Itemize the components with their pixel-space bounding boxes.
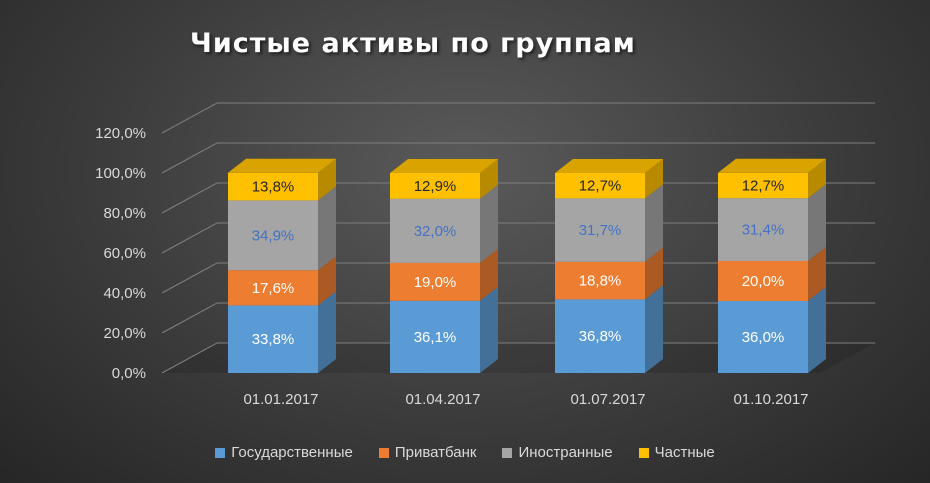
data-label: 31,4% — [742, 222, 785, 239]
legend-label: Частные — [654, 444, 715, 461]
legend-swatch — [215, 447, 226, 458]
bar-segment — [555, 173, 645, 199]
y-tick-label: 20,0% — [103, 325, 146, 342]
bar-segment — [228, 172, 318, 201]
legend-item: Иностранные — [502, 444, 613, 461]
bar-segment-side — [645, 159, 663, 199]
bar-top — [718, 158, 826, 173]
data-label: 19,0% — [414, 274, 457, 291]
bar-segment — [228, 270, 318, 306]
legend-item: Государственные — [215, 444, 353, 461]
legend-item: Приватбанк — [378, 444, 477, 461]
bar-segment-side — [808, 247, 826, 301]
bar-segment — [718, 198, 808, 261]
data-label: 32,0% — [414, 223, 457, 240]
gridline — [161, 142, 875, 174]
data-label: 17,6% — [252, 280, 295, 297]
data-label: 13,8% — [252, 179, 295, 196]
x-tick-label: 01.01.2017 — [243, 391, 318, 408]
legend-swatch — [378, 447, 389, 458]
data-label: 12,7% — [742, 178, 785, 195]
legend-swatch — [502, 447, 513, 458]
x-tick-label: 01.10.2017 — [733, 391, 808, 408]
stacked-bar-chart: 0,0% 20,0% 40,0% 60,0% 80,0% 100,0% 120,0% 33,8… — [95, 102, 875, 408]
data-label: 33,8% — [252, 331, 295, 348]
bar-segment — [390, 173, 480, 199]
bar-segment-side — [808, 184, 826, 261]
data-label: 12,9% — [414, 178, 457, 195]
data-label: 36,0% — [742, 329, 785, 346]
y-tick-label: 80,0% — [103, 205, 146, 222]
bar-segment-side — [480, 248, 498, 301]
bar-segment — [555, 261, 645, 300]
bar-segment — [718, 261, 808, 301]
bar-segment-side — [318, 158, 336, 201]
data-label: 12,7% — [579, 178, 622, 195]
data-label: 31,7% — [579, 222, 622, 239]
y-tick-label: 120,0% — [95, 125, 146, 142]
bar-top — [555, 159, 663, 173]
x-tick-label: 01.07.2017 — [570, 391, 645, 408]
gridline — [161, 102, 875, 134]
x-tick-label: 01.04.2017 — [405, 391, 480, 408]
legend-swatch — [638, 447, 649, 458]
y-tick-label: 100,0% — [95, 165, 146, 182]
data-label: 18,8% — [579, 273, 622, 290]
data-label: 36,1% — [414, 329, 457, 346]
bar-segment — [390, 262, 480, 301]
bar-segment — [228, 200, 318, 271]
chart-title: Чистые активы по группам — [190, 28, 636, 59]
bar-segment-side — [645, 184, 663, 262]
bar-top — [390, 159, 498, 173]
bar-segment-side — [808, 287, 826, 373]
y-tick-label: 60,0% — [103, 245, 146, 262]
chart-floor — [162, 343, 875, 373]
bar-segment — [228, 305, 318, 373]
bar-segment-side — [480, 286, 498, 373]
bar-segment — [390, 198, 480, 263]
y-tick-label: 40,0% — [103, 285, 146, 302]
bar-segment-side — [808, 158, 826, 199]
y-tick-label: 0,0% — [112, 365, 146, 382]
bar-segment — [718, 301, 808, 373]
bar-top — [228, 158, 336, 173]
legend-label: Иностранные — [518, 444, 613, 461]
legend-item: Частные — [638, 444, 715, 461]
bar-segment-side — [480, 159, 498, 199]
data-label: 34,9% — [252, 227, 295, 244]
legend: Государственные Приватбанк Иностранные Част… — [0, 444, 930, 461]
bar-segment — [555, 198, 645, 262]
bar-segment-side — [318, 186, 336, 271]
bar-segment-side — [645, 285, 663, 373]
bar-segment-side — [645, 247, 663, 300]
data-label: 20,0% — [742, 273, 785, 290]
bar-segment — [555, 299, 645, 373]
legend-label: Государственные — [231, 444, 353, 461]
bar-segment — [718, 172, 808, 199]
bar-segment-side — [480, 184, 498, 263]
bar-segment — [390, 300, 480, 373]
legend-label: Приватбанк — [394, 444, 477, 461]
data-label: 36,8% — [579, 328, 622, 345]
bar-segment-side — [318, 256, 336, 306]
bar-segment-side — [318, 291, 336, 373]
